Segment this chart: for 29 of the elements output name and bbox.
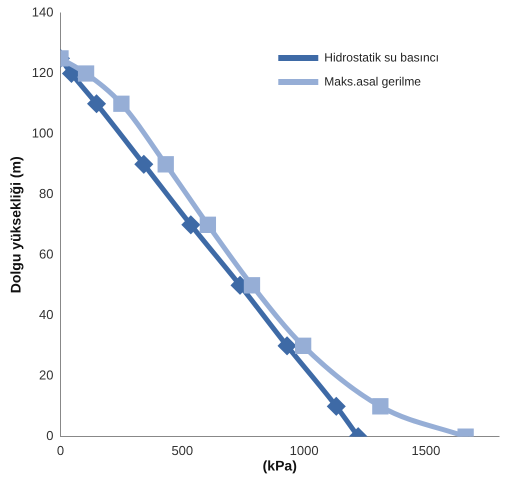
x-tick-label: 0 [56, 442, 64, 458]
point [135, 156, 152, 173]
point [158, 156, 174, 172]
point [88, 95, 106, 112]
y-tick-label: 140 [32, 4, 54, 20]
x-tick-label: 1000 [290, 442, 319, 458]
point [182, 216, 200, 234]
point [372, 398, 389, 414]
point [294, 338, 312, 354]
y-tick-label: 60 [39, 246, 54, 262]
y-tick-label: 40 [39, 307, 54, 322]
point [113, 96, 130, 112]
legend-label: Hidrostatik su basıncı [324, 50, 440, 64]
point [62, 65, 80, 82]
y-tick-label: 120 [32, 65, 54, 80]
point [244, 277, 260, 294]
y-axis-title: Dolgu yüksekliği (m) [7, 156, 24, 294]
point [200, 216, 216, 233]
point [78, 65, 94, 82]
y-tick-label: 100 [32, 126, 54, 141]
x-tick-label: 500 [171, 442, 194, 458]
point [278, 337, 296, 354]
point [328, 398, 345, 415]
y-tick-label: 80 [39, 186, 54, 202]
legend-label: Maks.asal gerilme [324, 74, 422, 88]
y-tick-label: 20 [39, 368, 54, 383]
x-axis-title: (kPa) [262, 457, 297, 474]
x-tick-label: 1500 [411, 442, 440, 458]
y-tick-label: 0 [46, 428, 54, 444]
